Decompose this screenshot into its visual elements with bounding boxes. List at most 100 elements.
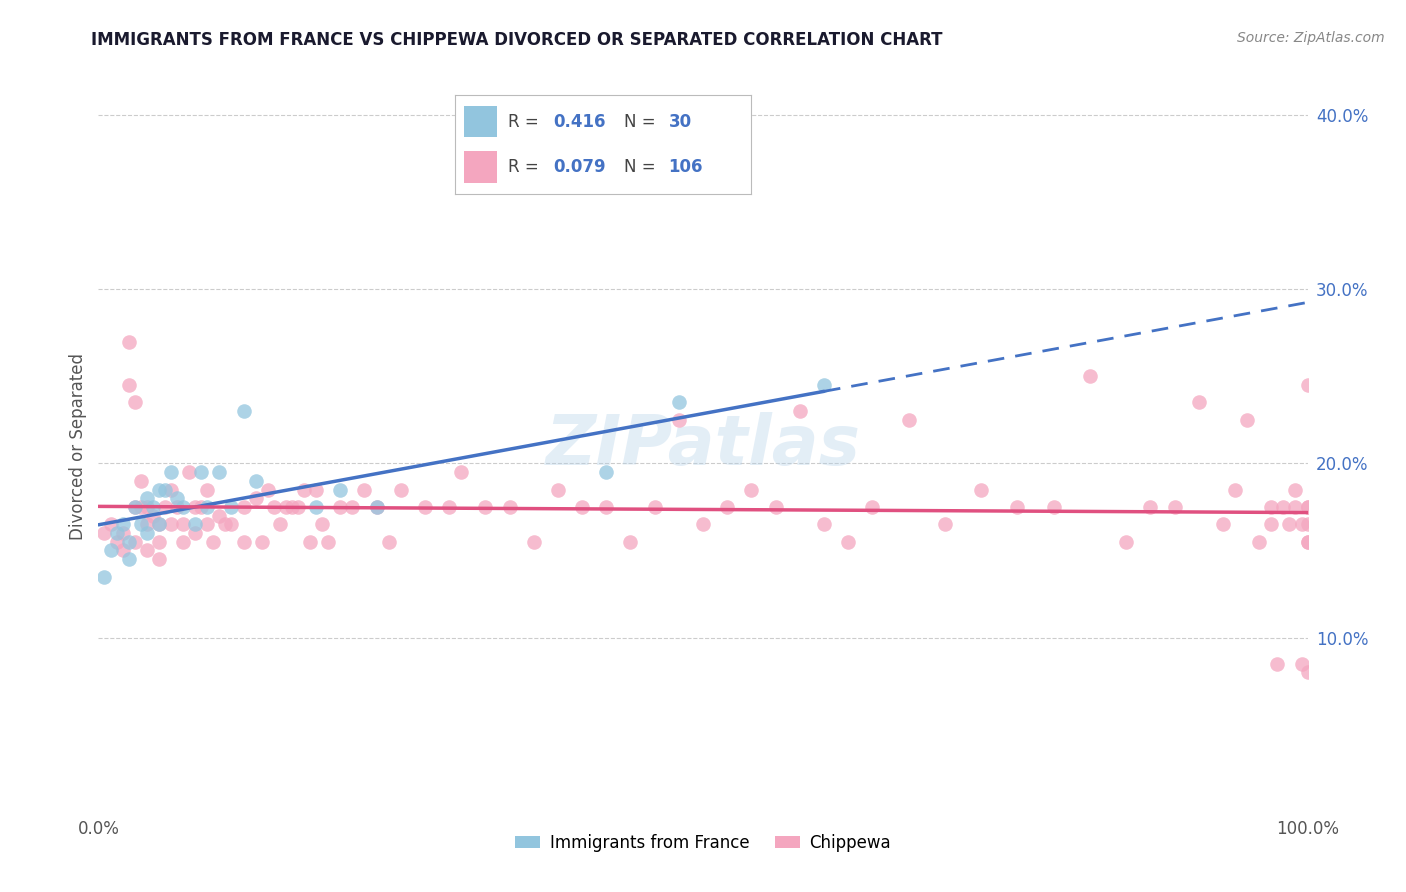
Point	[1249, 534, 1271, 549]
Point	[1278, 517, 1301, 532]
Point	[105, 526, 128, 541]
Point	[837, 534, 859, 549]
Point	[129, 474, 152, 488]
Point	[172, 500, 194, 514]
Point	[353, 483, 375, 497]
Point	[523, 534, 546, 549]
Point	[668, 395, 690, 409]
Point	[1296, 517, 1319, 532]
Point	[668, 413, 690, 427]
Point	[124, 500, 146, 514]
Point	[118, 378, 141, 392]
Point	[1291, 657, 1313, 671]
Point	[160, 483, 183, 497]
Point	[148, 483, 170, 497]
Point	[287, 500, 309, 514]
Point	[184, 517, 207, 532]
Point	[644, 500, 666, 514]
Point	[100, 517, 122, 532]
Point	[232, 500, 254, 514]
Point	[498, 500, 520, 514]
Point	[100, 543, 122, 558]
Point	[142, 508, 165, 523]
Point	[129, 517, 152, 532]
Text: Source: ZipAtlas.com: Source: ZipAtlas.com	[1237, 31, 1385, 45]
Point	[1296, 665, 1319, 680]
Point	[692, 517, 714, 532]
Point	[1212, 517, 1234, 532]
Point	[221, 517, 243, 532]
Point	[153, 500, 176, 514]
Point	[232, 534, 254, 549]
Legend: Immigrants from France, Chippewa: Immigrants from France, Chippewa	[508, 827, 898, 858]
Point	[389, 483, 412, 497]
Point	[269, 517, 291, 532]
Point	[1139, 500, 1161, 514]
Point	[1007, 500, 1029, 514]
Point	[595, 500, 617, 514]
Point	[118, 534, 141, 549]
Point	[166, 500, 188, 514]
Point	[111, 543, 134, 558]
Point	[1296, 500, 1319, 514]
Point	[118, 552, 141, 566]
Point	[148, 517, 170, 532]
Point	[105, 534, 128, 549]
Point	[1236, 413, 1258, 427]
Point	[789, 404, 811, 418]
Point	[245, 474, 267, 488]
Point	[124, 395, 146, 409]
Point	[1115, 534, 1137, 549]
Point	[299, 534, 322, 549]
Point	[250, 534, 273, 549]
Point	[202, 534, 225, 549]
Point	[281, 500, 304, 514]
Point	[377, 534, 399, 549]
Point	[274, 500, 297, 514]
Point	[148, 517, 170, 532]
Point	[166, 491, 188, 506]
Point	[135, 526, 157, 541]
Point	[124, 534, 146, 549]
Point	[366, 500, 388, 514]
Point	[860, 500, 883, 514]
Point	[148, 552, 170, 566]
Text: IMMIGRANTS FROM FRANCE VS CHIPPEWA DIVORCED OR SEPARATED CORRELATION CHART: IMMIGRANTS FROM FRANCE VS CHIPPEWA DIVOR…	[91, 31, 943, 49]
Point	[256, 483, 278, 497]
Point	[172, 534, 194, 549]
Point	[571, 500, 593, 514]
Point	[311, 517, 333, 532]
Y-axis label: Divorced or Separated: Divorced or Separated	[69, 352, 87, 540]
Point	[413, 500, 436, 514]
Point	[305, 500, 328, 514]
Point	[1284, 500, 1306, 514]
Point	[316, 534, 339, 549]
Point	[195, 483, 218, 497]
Point	[93, 569, 115, 583]
Point	[172, 517, 194, 532]
Point	[474, 500, 496, 514]
Point	[1042, 500, 1064, 514]
Point	[897, 413, 920, 427]
Point	[1078, 369, 1101, 384]
Point	[214, 517, 236, 532]
Point	[195, 500, 218, 514]
Point	[1223, 483, 1246, 497]
Point	[813, 378, 835, 392]
Point	[1267, 657, 1289, 671]
Point	[1296, 378, 1319, 392]
Point	[547, 483, 569, 497]
Point	[1296, 534, 1319, 549]
Point	[179, 465, 201, 479]
Point	[329, 500, 352, 514]
Point	[292, 483, 315, 497]
Point	[366, 500, 388, 514]
Point	[111, 526, 134, 541]
Point	[1291, 517, 1313, 532]
Point	[93, 526, 115, 541]
Point	[190, 500, 212, 514]
Point	[221, 500, 243, 514]
Point	[1272, 500, 1295, 514]
Point	[305, 483, 328, 497]
Point	[160, 465, 183, 479]
